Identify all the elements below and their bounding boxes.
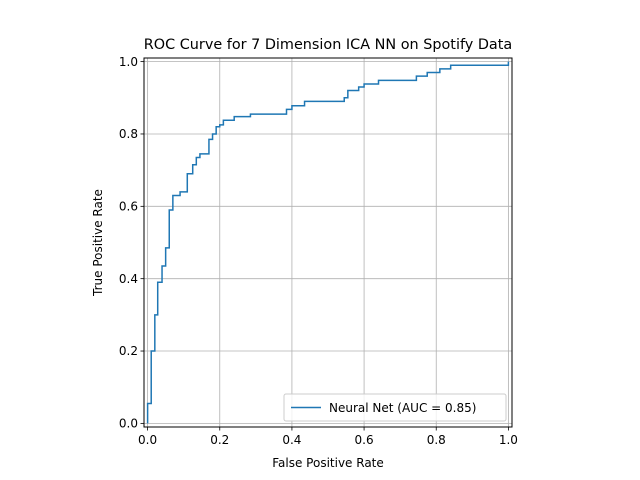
legend-label: Neural Net (AUC = 0.85) (329, 401, 476, 415)
grid (144, 58, 512, 427)
x-tick-label: 0.6 (355, 433, 374, 447)
y-tick-label: 0.4 (119, 272, 138, 286)
x-tick-label: 1.0 (499, 433, 518, 447)
y-tick-label: 0.8 (119, 127, 138, 141)
axes-frame (143, 57, 513, 428)
x-tick-label: 0.2 (210, 433, 229, 447)
y-tick-label: 0.6 (119, 200, 138, 214)
roc-curve-line (146, 61, 510, 424)
ticks: 0.0 0.2 0.4 0.6 0.8 1.0 0.0 0.2 0.4 0.6 0.8 1.0 (119, 55, 518, 447)
chart-title: ROC Curve for 7 Dimension ICA NN on Spot… (144, 37, 512, 53)
x-axis-label: False Positive Rate (272, 456, 384, 470)
y-tick-label: 0.2 (119, 344, 138, 358)
legend: Neural Net (AUC = 0.85) (283, 393, 507, 422)
y-axis-label: True Positive Rate (91, 189, 105, 297)
x-tick-label: 0.8 (427, 433, 446, 447)
y-tick-label: 0.0 (119, 417, 138, 431)
series-layer (146, 61, 510, 424)
x-tick-label: 0.0 (138, 433, 157, 447)
x-tick-label: 0.4 (282, 433, 301, 447)
legend-box (283, 393, 507, 422)
y-tick-label: 1.0 (119, 55, 138, 69)
